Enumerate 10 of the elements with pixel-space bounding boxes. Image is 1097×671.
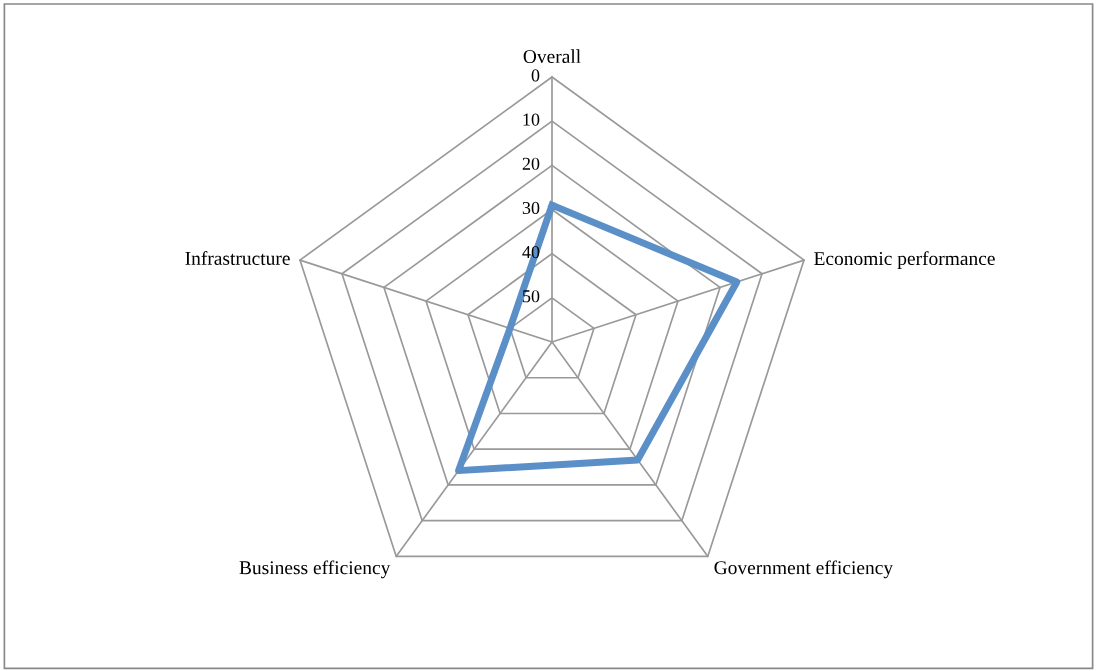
- spoke-label: Overall: [523, 49, 581, 64]
- y-tick-label: 20: [522, 157, 540, 170]
- spoke-label: Business efficiency: [239, 560, 391, 579]
- spoke-label: Economic performance: [814, 251, 995, 270]
- spoke-label: Infrastructure: [185, 251, 290, 265]
- y-tick-label: 50: [522, 290, 540, 303]
- y-tick-label: 30: [522, 201, 540, 215]
- y-tick-label: 0: [531, 69, 540, 82]
- y-tick-label: 10: [523, 113, 540, 126]
- spoke-label: Government efficiency: [714, 560, 893, 579]
